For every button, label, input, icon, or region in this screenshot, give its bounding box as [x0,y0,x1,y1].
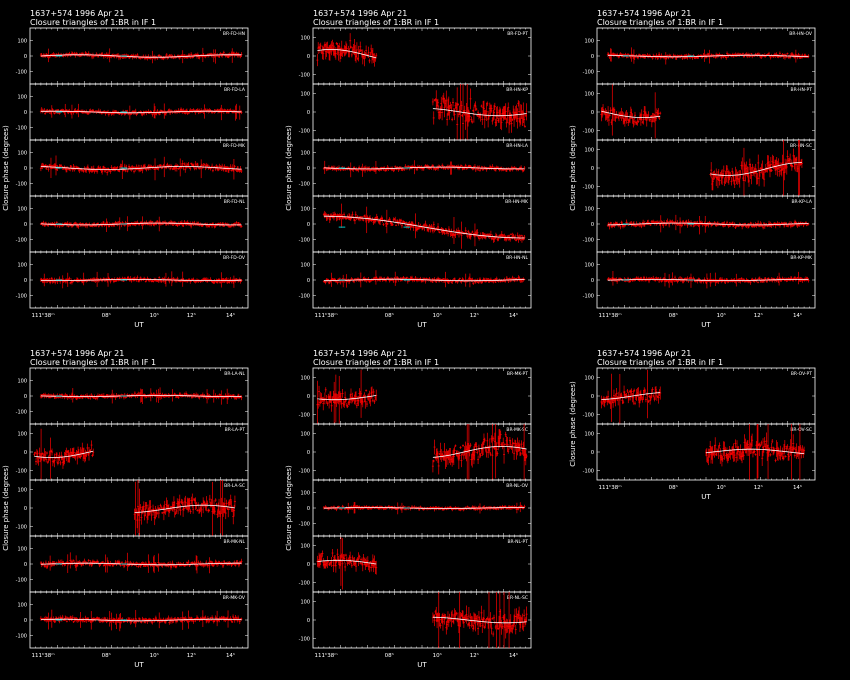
y-tick-label: 100 [300,150,310,156]
y-axis-label: Closure phase (degrees) [2,125,10,211]
y-tick-label: 0 [24,54,27,60]
panel-br-hn-la: 100 0 -100 BR-HN-LA [299,139,532,197]
panel-br-fd-la: 100 0 -100 BR-FD-LA [16,83,249,141]
y-tick-label: -100 [16,294,27,300]
panel-label: BR-FD-MK [223,143,246,149]
y-tick-label: 0 [24,278,27,284]
x-tick-label: 111ʰ38ᵐ [32,312,56,319]
y-tick-label: 0 [307,166,310,172]
model-curve [432,108,527,117]
y-tick-label: -100 [16,70,27,76]
panel-label: BR-FD-PT [507,31,528,37]
panel-label: BR-HN-KP [506,87,528,93]
panel-label: BR-FD-HN [223,31,245,37]
panel-label: BR-FD-OV [223,255,246,261]
y-tick-label: -100 [299,182,310,188]
x-tick-label: 08ʰ [102,312,111,319]
panel-label: BR-HN-NL [506,255,528,261]
panel-br-hn-nl: 100 0 -100 BR-HN-NL [299,251,532,309]
y-tick-label: -100 [16,182,27,188]
y-axis-label: Closure phase (degrees) [285,125,293,211]
y-tick-label: 100 [17,38,27,44]
chart-title: 1637+574 1996 Apr 21 [30,9,124,18]
model-curve [323,215,525,239]
y-tick-label: -100 [299,294,310,300]
chart-subtitle: Closure triangles of 1:BR in IF 1 [313,18,439,27]
y-tick-label: 100 [17,150,27,156]
model-curve [40,110,242,114]
panel-br-fd-pt: 100 0 -100 BR-FD-PT [299,27,532,85]
y-tick-label: -100 [299,73,310,79]
model-curve [317,49,377,59]
y-tick-label: 0 [307,110,310,116]
y-tick-label: 100 [300,91,310,97]
y-tick-label: 0 [24,110,27,116]
y-tick-label: 100 [300,206,310,212]
model-curve [323,166,525,170]
model-curve [40,222,242,226]
y-tick-label: -100 [16,238,27,244]
y-tick-label: 0 [307,222,310,228]
y-tick-label: -100 [299,238,310,244]
model-curve [40,166,242,170]
y-tick-label: 0 [307,54,310,60]
y-tick-label: 0 [24,222,27,228]
panel-label: BR-HN-MK [505,199,529,205]
y-tick-label: 100 [17,206,27,212]
y-tick-label: 100 [17,94,27,100]
y-tick-label: 0 [307,278,310,284]
x-tick-label: 10ʰ [150,312,159,319]
panel-br-fd-nl: 100 0 -100 BR-FD-NL [16,195,249,253]
panel-br-fd-ov: 100 0 -100 BR-FD-OV [16,251,249,309]
chart-title: 1637+574 1996 Apr 21 [313,9,407,18]
panel-label: BR-FD-NL [224,199,246,205]
y-tick-label: -100 [16,126,27,132]
y-tick-label: 100 [17,262,27,268]
y-tick-label: 100 [300,262,310,268]
y-tick-label: -100 [299,129,310,135]
x-tick-label: 12ʰ [187,312,196,319]
panel-br-fd-hn: 100 0 -100 BR-FD-HN [16,27,249,85]
y-tick-label: 100 [300,35,310,41]
chart-subtitle: Closure triangles of 1:BR in IF 1 [30,18,156,27]
x-axis-label: UT [134,321,144,329]
model-curve [40,279,242,281]
panel-br-hn-mk: 100 0 -100 BR-HN-MK [299,195,532,253]
y-tick-label: 0 [24,166,27,172]
panel-label: BR-HN-LA [506,143,529,149]
panel-br-fd-mk: 100 0 -100 BR-FD-MK [16,139,249,197]
panel-label: BR-FD-LA [224,87,246,93]
model-curve [40,54,242,58]
x-tick-label: 14ʰ [226,312,235,319]
